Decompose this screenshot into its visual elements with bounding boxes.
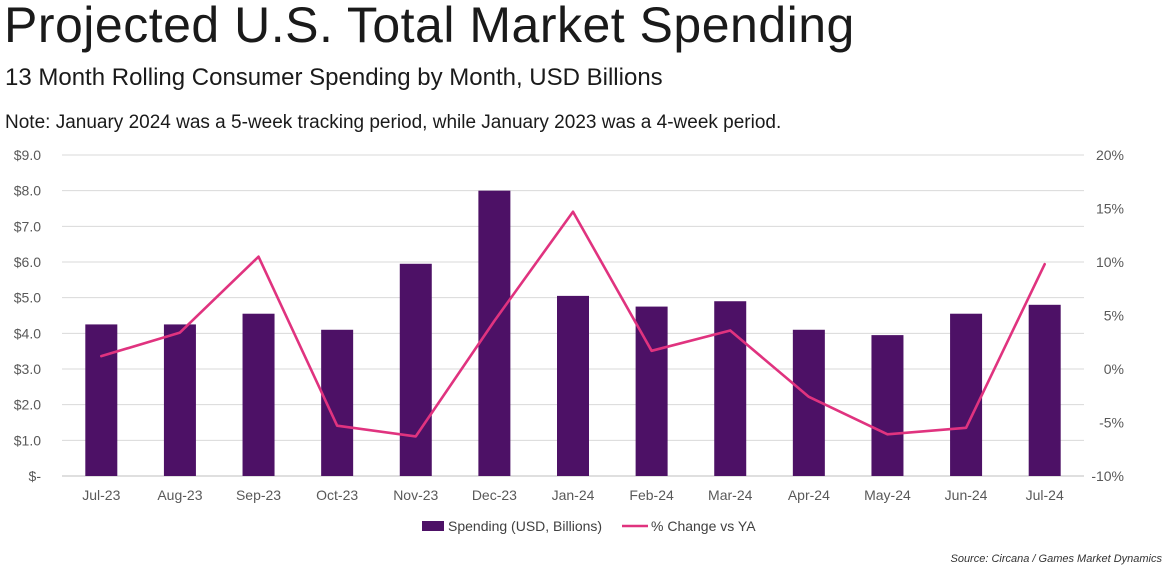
legend-label-pct-change: % Change vs YA: [651, 518, 756, 534]
y-tick-label: $2.0: [14, 397, 41, 413]
x-tick-label: Mar-24: [708, 487, 753, 503]
y-tick-label: $5.0: [14, 290, 41, 306]
y-tick-label: $-: [29, 468, 42, 484]
chart-subtitle: 13 Month Rolling Consumer Spending by Mo…: [5, 64, 663, 91]
bar: [557, 295, 589, 476]
y2-tick-label: 0%: [1104, 361, 1124, 377]
x-tick-label: May-24: [864, 487, 911, 503]
bar: [399, 263, 432, 476]
y-tick-label: $9.0: [14, 147, 41, 163]
legend-swatch-spending: [422, 521, 444, 531]
right-y-axis: -10% -5% 0% 5% 10% 15% 20%: [1091, 147, 1124, 484]
y-tick-label: $4.0: [14, 325, 41, 341]
y2-tick-label: -10%: [1091, 468, 1124, 484]
bar: [950, 313, 983, 476]
y2-tick-label: 5%: [1104, 308, 1124, 324]
y2-tick-label: 20%: [1096, 147, 1124, 163]
x-tick-label: Jul-24: [1026, 487, 1064, 503]
y2-tick-label: 15%: [1096, 201, 1124, 217]
source-note: Source: Circana / Games Market Dynamics: [950, 553, 1162, 565]
bar: [871, 335, 904, 476]
line-series: [100, 210, 1046, 438]
chart-title: Projected U.S. Total Market Spending: [4, 0, 855, 53]
left-y-axis: $- $1.0 $2.0 $3.0 $4.0 $5.0 $6.0 $7.0 $8.0 $9.0: [14, 147, 42, 484]
x-tick-label: Jul-23: [82, 487, 120, 503]
x-tick-label: Nov-23: [393, 487, 438, 503]
bar: [1028, 304, 1061, 476]
y-tick-label: $6.0: [14, 254, 41, 270]
y2-tick-label: 10%: [1096, 254, 1124, 270]
legend-label-spending: Spending (USD, Billions): [448, 518, 602, 534]
bar: [635, 306, 668, 476]
y-tick-label: $8.0: [14, 183, 41, 199]
bar: [242, 313, 275, 476]
y-tick-label: $3.0: [14, 361, 41, 377]
x-tick-label: Jan-24: [552, 487, 595, 503]
x-axis: Jul-23 Aug-23 Sep-23 Oct-23 Nov-23 Dec-23 Jan-…: [82, 487, 1064, 503]
x-tick-label: Aug-23: [157, 487, 202, 503]
bar-series: [85, 190, 1061, 476]
bar: [85, 324, 118, 476]
legend: Spending (USD, Billions) % Change vs YA: [422, 518, 756, 534]
x-tick-label: Oct-23: [316, 487, 358, 503]
x-tick-label: Sep-23: [236, 487, 281, 503]
y2-tick-label: -5%: [1099, 415, 1124, 431]
chart-note: Note: January 2024 was a 5-week tracking…: [5, 112, 782, 133]
x-tick-label: Dec-23: [472, 487, 517, 503]
x-tick-label: Apr-24: [788, 487, 830, 503]
x-tick-label: Jun-24: [945, 487, 988, 503]
bar: [163, 324, 196, 476]
x-tick-label: Feb-24: [629, 487, 674, 503]
bar: [714, 301, 747, 476]
y-tick-label: $7.0: [14, 218, 41, 234]
bar: [478, 190, 511, 476]
y-tick-label: $1.0: [14, 432, 41, 448]
